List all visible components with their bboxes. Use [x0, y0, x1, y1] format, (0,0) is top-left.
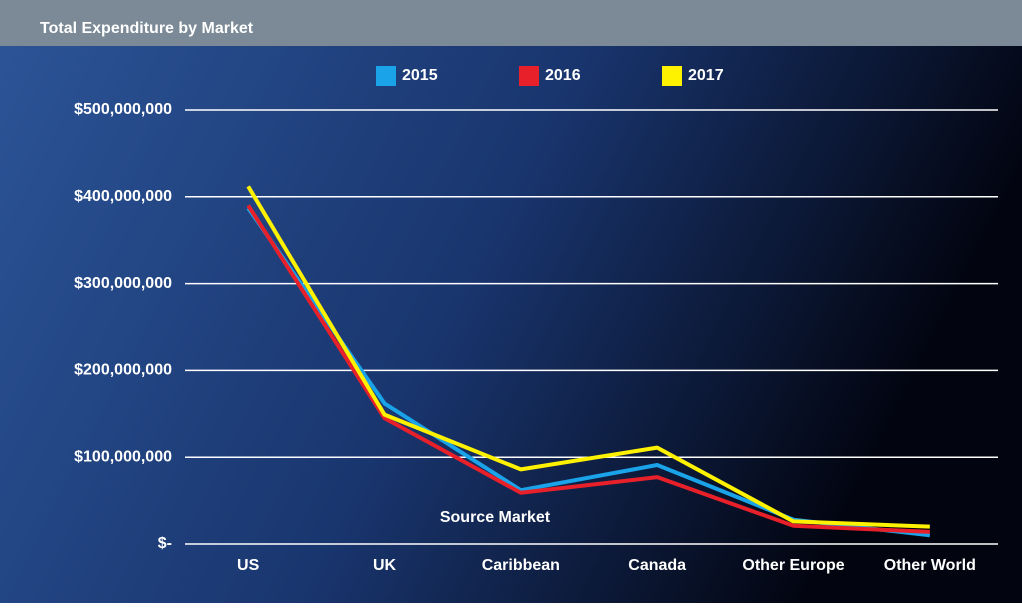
x-tick-label: Other Europe — [742, 557, 844, 574]
x-tick-label: Caribbean — [482, 557, 560, 574]
legend-label: 2016 — [545, 67, 581, 84]
x-axis-label: Source Market — [440, 509, 551, 526]
y-tick-label: $- — [158, 535, 172, 552]
y-tick-label: $200,000,000 — [74, 362, 172, 379]
x-tick-label: US — [237, 557, 260, 574]
legend-swatch — [376, 66, 396, 86]
y-tick-label: $300,000,000 — [74, 275, 172, 292]
y-tick-label: $400,000,000 — [74, 188, 172, 205]
chart-title: Total Expenditure by Market — [40, 20, 254, 37]
line-series — [246, 185, 930, 529]
legend-swatch — [519, 66, 539, 86]
legend-swatch — [662, 66, 682, 86]
header-bar — [0, 0, 1022, 46]
x-tick-label: UK — [373, 557, 397, 574]
line-series — [246, 204, 930, 534]
y-tick-label: $500,000,000 — [74, 101, 172, 118]
x-tick-label: Other World — [884, 557, 976, 574]
x-tick-label: Canada — [628, 557, 686, 574]
y-tick-label: $100,000,000 — [74, 448, 172, 465]
legend-label: 2017 — [688, 67, 724, 84]
legend-label: 2015 — [402, 67, 438, 84]
